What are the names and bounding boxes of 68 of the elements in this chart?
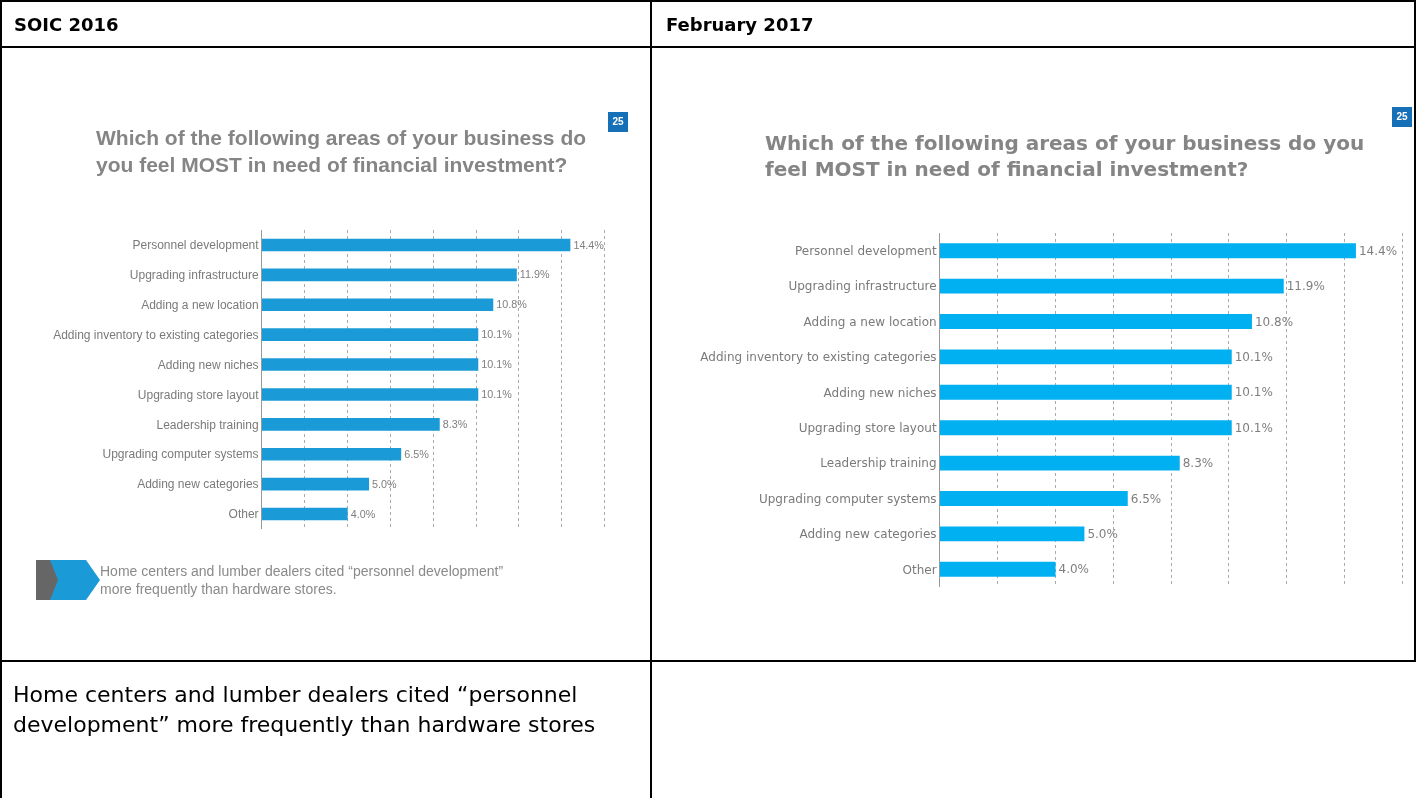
- data-label: 10.1%: [1234, 420, 1273, 435]
- bar: [940, 278, 1284, 294]
- bar: [940, 349, 1232, 365]
- y-tick-label: Adding a new location: [803, 314, 937, 329]
- data-label: 10.8%: [496, 298, 528, 311]
- data-label: 14.4%: [573, 238, 605, 251]
- data-label: 11.9%: [1286, 279, 1325, 294]
- bar: [262, 477, 370, 491]
- bar: [262, 328, 479, 341]
- y-tick-label: Adding new niches: [823, 385, 937, 400]
- bar: [940, 526, 1085, 542]
- bar: [262, 358, 479, 371]
- bar: [262, 388, 479, 401]
- bar: [262, 238, 571, 252]
- chart-title: Which of the following areas of your business do you feel MOST in need of financial investment?: [96, 125, 588, 179]
- data-label: 10.1%: [481, 328, 513, 341]
- bar: [940, 243, 1356, 259]
- y-tick-label: Personnel development: [794, 243, 937, 258]
- y-tick-label: Adding a new location: [141, 297, 259, 312]
- data-label: 6.5%: [1130, 491, 1162, 506]
- y-tick-label: Leadership training: [156, 417, 259, 432]
- bar: [262, 268, 517, 282]
- data-label: 4.0%: [350, 507, 376, 520]
- y-tick-label: Upgrading store layout: [798, 420, 937, 435]
- data-label: 8.3%: [1182, 456, 1214, 471]
- y-tick-label: Other: [902, 562, 937, 577]
- y-tick-label: Personnel development: [132, 238, 260, 253]
- data-label: 5.0%: [372, 477, 398, 490]
- data-label: 10.1%: [481, 388, 513, 401]
- data-label: 10.1%: [1234, 349, 1273, 364]
- data-label: 4.0%: [1058, 562, 1090, 577]
- bar: [940, 384, 1232, 400]
- bar: [940, 491, 1128, 506]
- data-label: 5.0%: [1087, 526, 1118, 541]
- bar: [940, 561, 1056, 577]
- text: February 2017: [666, 14, 814, 35]
- data-label: 8.3%: [442, 417, 468, 430]
- text: Home centers and lumber dealers cited “personnel development” more frequently than hardware stores: [13, 681, 597, 739]
- text: SOIC 2016: [14, 14, 119, 35]
- bar: [940, 455, 1180, 471]
- text: 25: [1392, 107, 1412, 127]
- bar: [262, 507, 348, 521]
- text: Home centers and lumber dealers cited “personnel development” more frequently than hardware stores.: [100, 562, 505, 598]
- data-label: 10.1%: [481, 358, 513, 371]
- chart-title: Which of the following areas of your business do you feel MOST in need of financial investment?: [765, 130, 1366, 182]
- data-label: 10.1%: [1234, 385, 1273, 400]
- y-tick-label: Adding inventory to existing categories: [700, 350, 937, 365]
- bar: [262, 447, 402, 461]
- data-label: 6.5%: [404, 447, 430, 460]
- data-label: 11.9%: [519, 268, 550, 281]
- y-tick-label: Upgrading infrastructure: [129, 268, 259, 283]
- y-tick-label: Upgrading computer systems: [102, 447, 259, 462]
- y-tick-label: Leadership training: [820, 456, 937, 471]
- y-tick-label: Upgrading infrastructure: [788, 279, 937, 294]
- y-tick-label: Upgrading store layout: [137, 387, 260, 402]
- bar: [940, 314, 1252, 329]
- bar: [262, 418, 440, 431]
- data-label: 10.8%: [1254, 314, 1294, 329]
- y-tick-label: Adding new categories: [799, 527, 937, 542]
- y-tick-label: Adding inventory to existing categories: [53, 327, 259, 342]
- y-tick-label: Adding new categories: [137, 477, 259, 492]
- bar: [262, 298, 494, 312]
- bar: [940, 420, 1232, 436]
- y-tick-label: Other: [228, 507, 259, 522]
- data-label: 14.4%: [1358, 243, 1398, 258]
- text: 25: [608, 112, 628, 132]
- y-tick-label: Adding new niches: [157, 357, 259, 372]
- y-tick-label: Upgrading computer systems: [758, 491, 937, 506]
